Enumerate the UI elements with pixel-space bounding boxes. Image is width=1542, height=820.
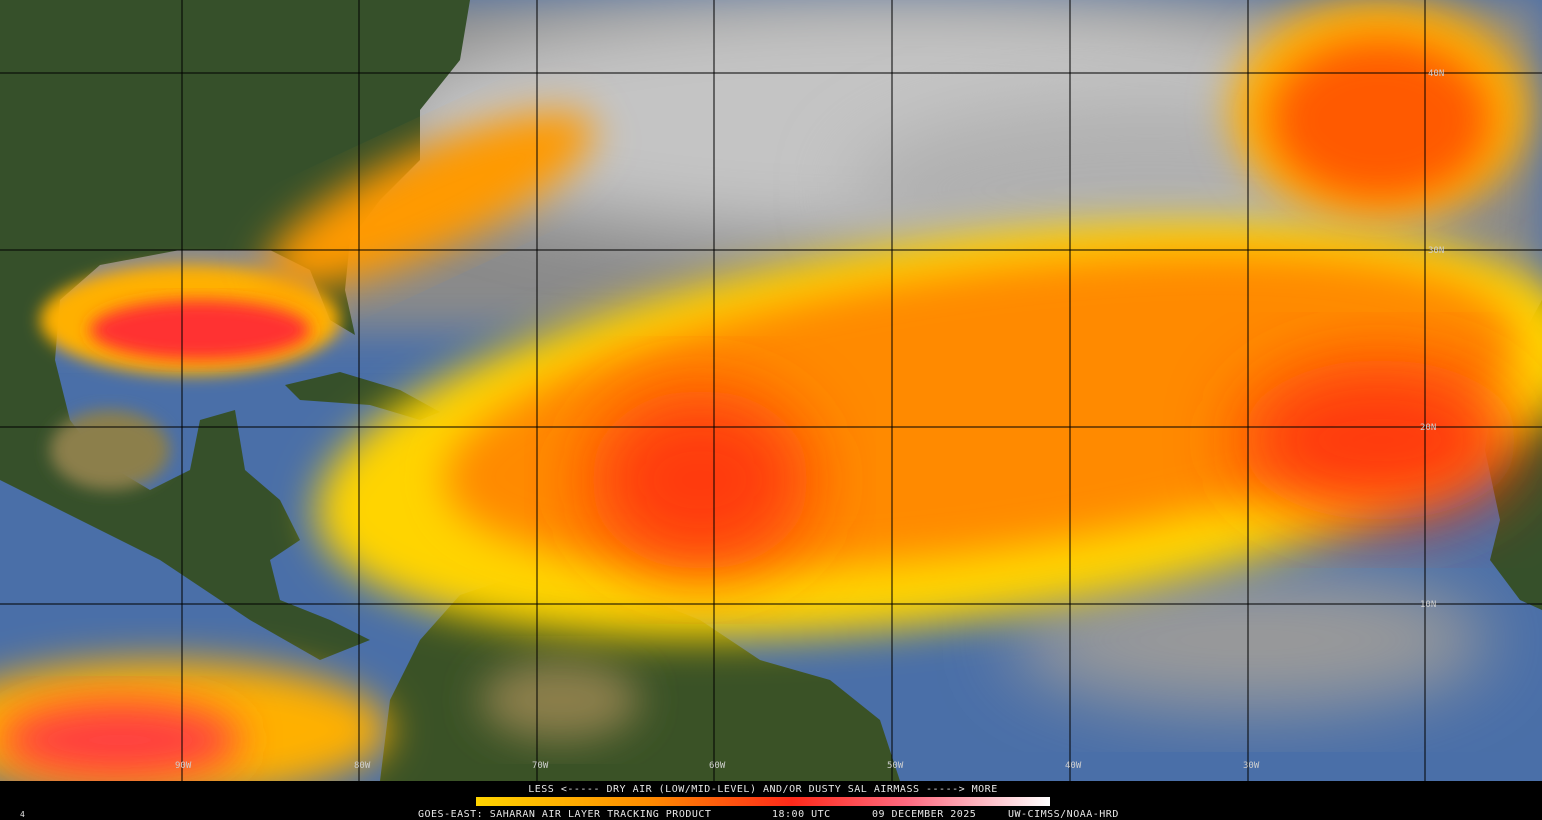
product-time: 18:00 UTC [772,809,831,820]
longitude-label: 60W [709,761,726,771]
longitude-label: 70W [532,761,549,771]
longitude-label: 80W [354,761,371,771]
product-date: 09 DECEMBER 2025 [872,809,976,820]
longitude-label: 40W [1065,761,1082,771]
product-credit: UW-CIMSS/NOAA-HRD [1008,809,1119,820]
latitude-label: 40N [1428,69,1444,79]
latitude-label: 20N [1420,423,1436,433]
frame-number: 4 [20,810,25,819]
latitude-label: 30N [1428,246,1444,256]
longitude-label: 90W [175,761,192,771]
legend-scale-text: LESS <----- DRY AIR (LOW/MID-LEVEL) AND/… [528,784,997,795]
product-name: GOES-EAST: SAHARAN AIR LAYER TRACKING PR… [418,809,711,820]
map: 40N 30N 20N 10N 90W 80W 70W 60W 50W 40W … [0,0,1542,781]
longitude-label: 50W [887,761,904,771]
graticule [0,0,1542,781]
latitude-label: 10N [1420,600,1436,610]
legend-color-scale [476,797,1050,806]
longitude-label: 30W [1243,761,1260,771]
